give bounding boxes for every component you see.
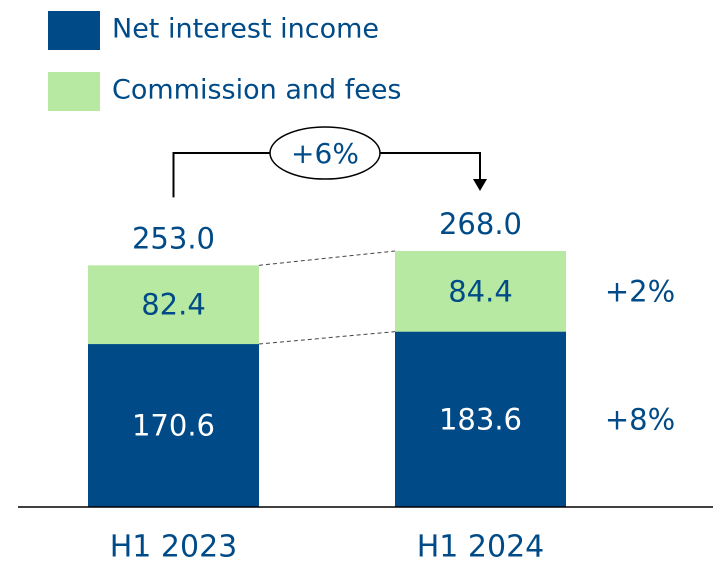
connector	[258, 331, 396, 345]
legend-swatch	[48, 11, 100, 50]
legend-swatch	[48, 72, 100, 111]
total-label: 253.0	[132, 221, 215, 255]
value-label: 183.6	[439, 402, 522, 436]
value-label: 84.4	[448, 274, 513, 308]
segment-change: +8%	[605, 402, 675, 436]
value-label: 82.4	[141, 288, 206, 322]
total-change: +6%	[291, 137, 359, 170]
x-tick-label: H1 2023	[110, 530, 238, 564]
legend-label: Net interest income	[112, 14, 379, 45]
bar-segment	[88, 265, 259, 345]
connector	[258, 250, 396, 266]
total-label: 268.0	[439, 207, 522, 241]
bar-segment	[395, 331, 566, 507]
x-tick-label: H1 2024	[417, 530, 545, 564]
bracket	[172, 152, 481, 198]
change-bubble	[269, 126, 381, 180]
legend-label: Commission and fees	[112, 75, 402, 106]
bar-segment	[395, 251, 566, 332]
value-label: 170.6	[132, 409, 215, 443]
segment-change: +2%	[605, 274, 675, 308]
bar-segment	[88, 344, 259, 507]
arrow-head	[473, 179, 487, 191]
